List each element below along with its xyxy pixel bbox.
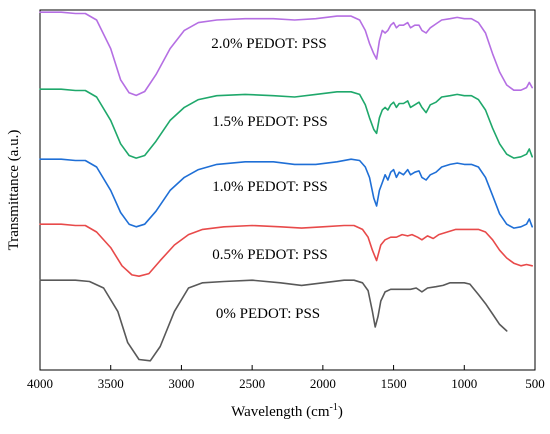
x-tick-label: 4000 bbox=[27, 376, 53, 391]
plot-frame bbox=[39, 9, 536, 371]
series-label: 1.5% PEDOT: PSS bbox=[212, 114, 328, 130]
y-axis-label: Transmittance (a.u.) bbox=[6, 130, 22, 251]
series-line bbox=[39, 11, 533, 97]
series-label: 1.0% PEDOT: PSS bbox=[212, 179, 328, 195]
x-tick-label: 1000 bbox=[451, 376, 477, 391]
series-label: 0.5% PEDOT: PSS bbox=[212, 247, 328, 263]
x-axis-label-main: Wavelength (cm bbox=[231, 404, 330, 420]
x-tick-label: 2000 bbox=[310, 376, 336, 391]
x-axis-ticks: 4000 3500 3000 2500 2000 1500 1000 500 bbox=[27, 365, 545, 391]
spectra-series bbox=[39, 11, 533, 362]
x-tick-label: 1500 bbox=[381, 376, 407, 391]
series-label: 0% PEDOT: PSS bbox=[216, 306, 320, 322]
series-line bbox=[39, 279, 508, 362]
x-tick-label: 3000 bbox=[168, 376, 194, 391]
series-label: 2.0% PEDOT: PSS bbox=[211, 36, 327, 52]
x-tick-label: 3500 bbox=[98, 376, 124, 391]
x-axis-label-suffix: ) bbox=[338, 404, 343, 420]
series-line bbox=[39, 223, 533, 277]
x-tick-label: 2500 bbox=[239, 376, 265, 391]
series-line bbox=[39, 88, 533, 159]
series-labels: 0% PEDOT: PSS 0.5% PEDOT: PSS 1.0% PEDOT: … bbox=[211, 36, 328, 322]
x-axis-label-superscript: -1 bbox=[330, 402, 338, 413]
x-tick-label: 500 bbox=[525, 376, 545, 391]
x-axis-label: Wavelength (cm-1) bbox=[231, 402, 343, 420]
series-line bbox=[39, 158, 533, 229]
